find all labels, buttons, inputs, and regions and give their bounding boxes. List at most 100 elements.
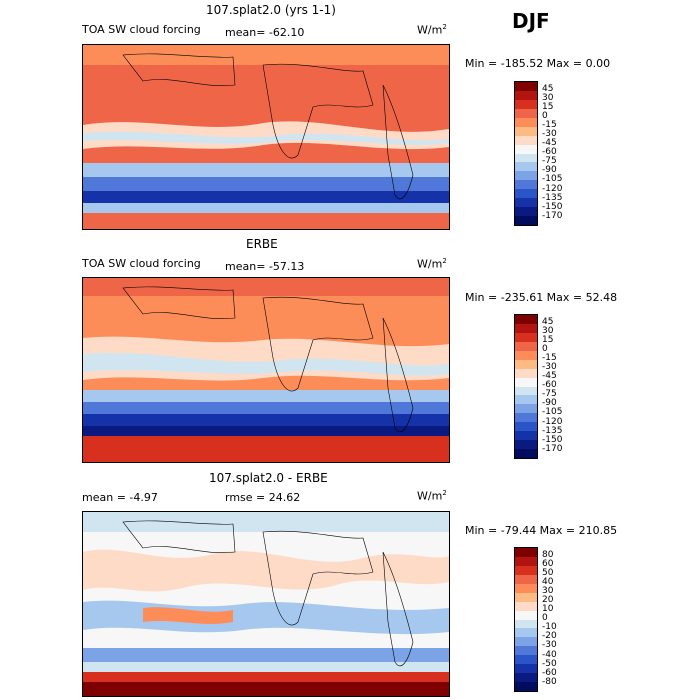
colorbar-swatch [515,601,537,611]
colorbar-tick-label: 30 [542,326,554,337]
colorbar-tick-label: 20 [542,595,554,606]
panel3-mean: mean = -4.97 [82,491,158,504]
colorbar-tick-label: 80 [542,550,554,560]
colorbar-swatch [515,144,537,154]
colorbar-swatch [515,323,537,333]
colorbar-swatch [515,610,537,620]
colorbar-tick-label: -30 [542,362,557,373]
colorbar-tick-label: -30 [542,640,557,651]
colorbar-swatch [515,637,537,647]
colorbar-swatch [515,359,537,369]
colorbar-tick-label: -60 [542,380,557,391]
colorbar-swatch [515,315,537,324]
colorbar-swatch [515,207,537,217]
colorbar-tick-label: 40 [542,577,554,588]
colorbar-swatch [515,431,537,441]
panel3-units: W/m2 [417,489,447,503]
colorbar-tick-label: 0 [542,344,548,355]
colorbar-tick-label: 15 [542,335,554,346]
panel1-title: 107.splat2.0 (yrs 1-1) [206,3,336,17]
colorbar-swatch [515,413,537,423]
colorbar-swatch [515,386,537,396]
colorbar-tick-label: -120 [542,416,563,427]
season-label: DJF [512,9,550,33]
colorbar-swatch [515,332,537,342]
colorbar-tick-label: -135 [542,192,563,203]
panel2-colorbar-ticks: 45 30 15 0 -15 -30 -45 -60 -75 -90 -105 -120 -135 -15… [542,317,563,454]
panel1-mean: mean= -62.10 [225,26,305,39]
colorbar-tick-label: -80 [542,676,557,687]
colorbar-tick-label: -150 [542,201,563,212]
panel1-minmax: Min = -185.52 Max = 0.00 [465,57,611,70]
colorbar-swatch [515,198,537,208]
colorbar-swatch [515,189,537,199]
panel3-minmax: Min = -79.44 Max = 210.85 [465,524,618,537]
colorbar-tick-label: -90 [542,398,557,409]
colorbar-tick-label: -75 [542,156,557,167]
colorbar-swatch [515,646,537,656]
panel3-map [82,511,450,697]
colorbar-tick-label: -75 [542,389,557,400]
colorbar-swatch [515,619,537,629]
colorbar-tick-label: -15 [542,353,557,364]
colorbar-tick-label: -60 [542,147,557,158]
colorbar-swatch [515,90,537,100]
colorbar-tick-label: -105 [542,407,563,418]
colorbar-swatch [515,377,537,387]
colorbar-tick-label: 45 [542,317,554,327]
colorbar-swatch [515,180,537,190]
colorbar-swatch [515,82,537,91]
panel1-units: W/m2 [417,23,447,37]
colorbar-tick-label: -60 [542,667,557,678]
colorbar-swatch [515,395,537,405]
panel3-colorbar [514,547,538,692]
colorbar-swatch [515,655,537,665]
colorbar-swatch [515,162,537,172]
colorbar-swatch [515,628,537,638]
panel3-colorbar-ticks: 80 60 50 40 30 20 10 0 -10 -20 -30 -40 -50 -60 -80 [542,550,557,687]
colorbar-tick-label: -150 [542,434,563,445]
colorbar-swatch [515,341,537,351]
colorbar-swatch [515,440,537,450]
colorbar-swatch [515,673,537,683]
colorbar-swatch [515,135,537,145]
colorbar-tick-label: 30 [542,93,554,104]
panel3-rmse: rmse = 24.62 [225,491,301,504]
colorbar-tick-label: -170 [542,443,563,454]
colorbar-tick-label: -45 [542,138,557,149]
colorbar-swatch [515,592,537,602]
colorbar-swatch [515,574,537,584]
colorbar-tick-label: 10 [542,604,554,615]
colorbar-swatch [515,404,537,414]
colorbar-swatch [515,216,537,225]
colorbar-swatch [515,565,537,575]
colorbar-swatch [515,556,537,566]
colorbar-tick-label: -120 [542,183,563,194]
colorbar-swatch [515,350,537,360]
colorbar-swatch [515,171,537,181]
panel2-title: ERBE [246,237,278,251]
colorbar-tick-label: 45 [542,84,554,94]
colorbar-tick-label: 15 [542,102,554,113]
colorbar-tick-label: 0 [542,613,548,624]
panel1-colorbar [514,81,538,226]
colorbar-swatch [515,664,537,674]
colorbar-tick-label: -135 [542,425,563,436]
colorbar-swatch [515,422,537,432]
colorbar-tick-label: -40 [542,649,557,660]
panel1-colorbar-ticks: 45 30 15 0 -15 -30 -45 -60 -75 -90 -105 -120 -135 -15… [542,84,563,221]
colorbar-swatch [515,117,537,127]
colorbar-tick-label: 50 [542,568,554,579]
panel2-minmax: Min = -235.61 Max = 52.48 [465,291,618,304]
panel2-mean: mean= -57.13 [225,260,305,273]
panel2-field-label: TOA SW cloud forcing [82,257,201,270]
panel2-colorbar [514,314,538,459]
colorbar-tick-label: 60 [542,559,554,570]
colorbar-swatch [515,368,537,378]
colorbar-swatch [515,449,537,458]
colorbar-swatch [515,108,537,118]
colorbar-tick-label: -45 [542,371,557,382]
colorbar-swatch [515,583,537,593]
panel2-map [82,277,450,463]
colorbar-tick-label: 30 [542,586,554,597]
